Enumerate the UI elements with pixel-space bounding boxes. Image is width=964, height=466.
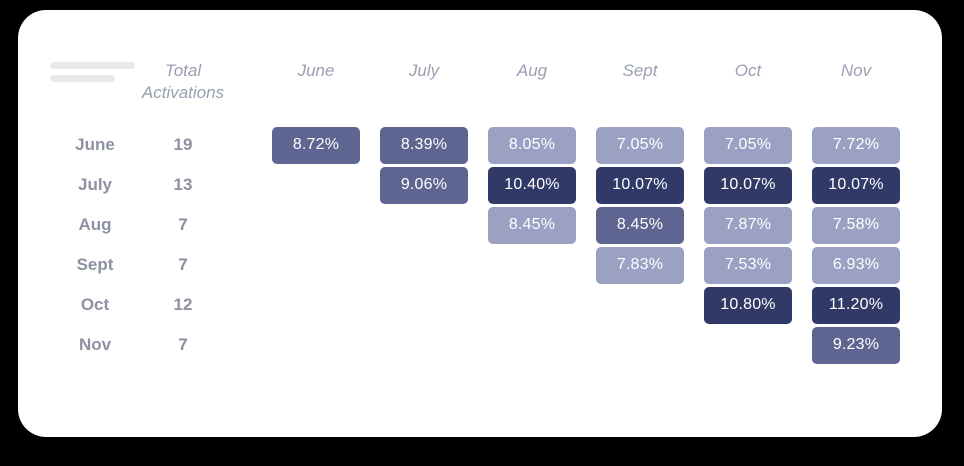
heatmap-cell-july-july: 9.06% — [380, 166, 468, 204]
heatmap-cell-sept-sept: 7.83% — [596, 246, 684, 284]
heatmap-cell-june-nov: 7.72% — [812, 126, 900, 164]
row-total-activations-june: 19 — [173, 135, 193, 154]
heatmap-cell-july-aug: 10.40% — [488, 166, 576, 204]
cell-slot-july-aug: 10.40% — [478, 165, 586, 205]
cell-slot-sept-june — [262, 245, 370, 285]
row-label-sept: Sept — [76, 255, 114, 274]
cell-slot-july-june — [262, 165, 370, 205]
cell-slot-june-july: 8.39% — [370, 125, 478, 165]
heatmap-cell-aug-nov: 7.58% — [812, 206, 900, 244]
cohort-grid: Total Activations June July Aug Sept Oct Nov J… — [18, 10, 942, 365]
cell-slot-sept-aug — [478, 245, 586, 285]
row-total-activations-oct: 12 — [173, 295, 193, 314]
cell-slot-nov-june — [262, 325, 370, 365]
cell-slot-aug-july — [370, 205, 478, 245]
cell-slot-aug-sept: 8.45% — [586, 205, 694, 245]
heatmap-cell-june-aug: 8.05% — [488, 126, 576, 164]
cell-slot-sept-july — [370, 245, 478, 285]
cell-slot-july-sept: 10.07% — [586, 165, 694, 205]
cell-slot-aug-aug: 8.45% — [478, 205, 586, 245]
cell-slot-july-oct: 10.07% — [694, 165, 802, 205]
column-header-sept: Sept — [622, 61, 658, 80]
cell-slot-sept-sept: 7.83% — [586, 245, 694, 285]
column-spacer — [226, 125, 262, 165]
heatmap-cell-aug-oct: 7.87% — [704, 206, 792, 244]
row-total-activations-sept: 7 — [178, 255, 188, 274]
column-header-total-activations: Total Activations — [140, 10, 226, 125]
cell-slot-nov-aug — [478, 325, 586, 365]
row-label-july: July — [77, 175, 113, 194]
row-label-oct: Oct — [80, 295, 110, 314]
heatmap-cell-june-oct: 7.05% — [704, 126, 792, 164]
column-header-july: July — [408, 61, 440, 80]
cell-slot-sept-oct: 7.53% — [694, 245, 802, 285]
heatmap-cell-june-june: 8.72% — [272, 126, 360, 164]
cell-slot-july-july: 9.06% — [370, 165, 478, 205]
cell-slot-june-nov: 7.72% — [802, 125, 910, 165]
skeleton-bar-icon — [50, 62, 135, 69]
logo-skeleton — [50, 10, 140, 125]
heatmap-cell-july-nov: 10.07% — [812, 166, 900, 204]
cell-slot-aug-oct: 7.87% — [694, 205, 802, 245]
skeleton-bar-icon — [50, 75, 115, 82]
row-label-june: June — [75, 135, 115, 154]
cell-slot-oct-june — [262, 285, 370, 325]
cell-slot-nov-oct — [694, 325, 802, 365]
column-spacer — [226, 245, 262, 285]
cell-slot-june-june: 8.72% — [262, 125, 370, 165]
column-spacer — [226, 325, 262, 365]
heatmap-cell-sept-oct: 7.53% — [704, 246, 792, 284]
cell-slot-july-nov: 10.07% — [802, 165, 910, 205]
cell-slot-oct-nov: 11.20% — [802, 285, 910, 325]
heatmap-cell-june-july: 8.39% — [380, 126, 468, 164]
column-header-june: June — [297, 61, 335, 80]
cell-slot-aug-june — [262, 205, 370, 245]
cell-slot-nov-nov: 9.23% — [802, 325, 910, 365]
heatmap-cell-nov-nov: 9.23% — [812, 326, 900, 364]
heatmap-cell-aug-sept: 8.45% — [596, 206, 684, 244]
cell-slot-june-sept: 7.05% — [586, 125, 694, 165]
total-header-line2: Activations — [141, 83, 225, 102]
heatmap-cell-sept-nov: 6.93% — [812, 246, 900, 284]
heatmap-cell-july-sept: 10.07% — [596, 166, 684, 204]
total-header-line1: Total — [164, 61, 202, 80]
column-header-oct: Oct — [734, 61, 762, 80]
column-header-aug: Aug — [516, 61, 548, 80]
cell-slot-oct-sept — [586, 285, 694, 325]
cell-slot-sept-nov: 6.93% — [802, 245, 910, 285]
row-label-nov: Nov — [78, 335, 112, 354]
column-spacer — [226, 205, 262, 245]
heatmap-cell-aug-aug: 8.45% — [488, 206, 576, 244]
heatmap-cell-oct-oct: 10.80% — [704, 286, 792, 324]
cell-slot-nov-sept — [586, 325, 694, 365]
cell-slot-aug-nov: 7.58% — [802, 205, 910, 245]
cell-slot-june-aug: 8.05% — [478, 125, 586, 165]
heatmap-cell-june-sept: 7.05% — [596, 126, 684, 164]
row-total-activations-aug: 7 — [178, 215, 188, 234]
column-spacer — [226, 165, 262, 205]
column-header-nov: Nov — [840, 61, 872, 80]
heatmap-cell-july-oct: 10.07% — [704, 166, 792, 204]
row-label-aug: Aug — [78, 215, 112, 234]
cohort-card: Total Activations June July Aug Sept Oct Nov J… — [18, 10, 942, 437]
row-total-activations-nov: 7 — [178, 335, 188, 354]
cell-slot-oct-aug — [478, 285, 586, 325]
row-total-activations-july: 13 — [173, 175, 193, 194]
cell-slot-oct-oct: 10.80% — [694, 285, 802, 325]
column-spacer — [226, 10, 262, 125]
heatmap-cell-oct-nov: 11.20% — [812, 286, 900, 324]
cell-slot-nov-july — [370, 325, 478, 365]
column-spacer — [226, 285, 262, 325]
cell-slot-oct-july — [370, 285, 478, 325]
cell-slot-june-oct: 7.05% — [694, 125, 802, 165]
